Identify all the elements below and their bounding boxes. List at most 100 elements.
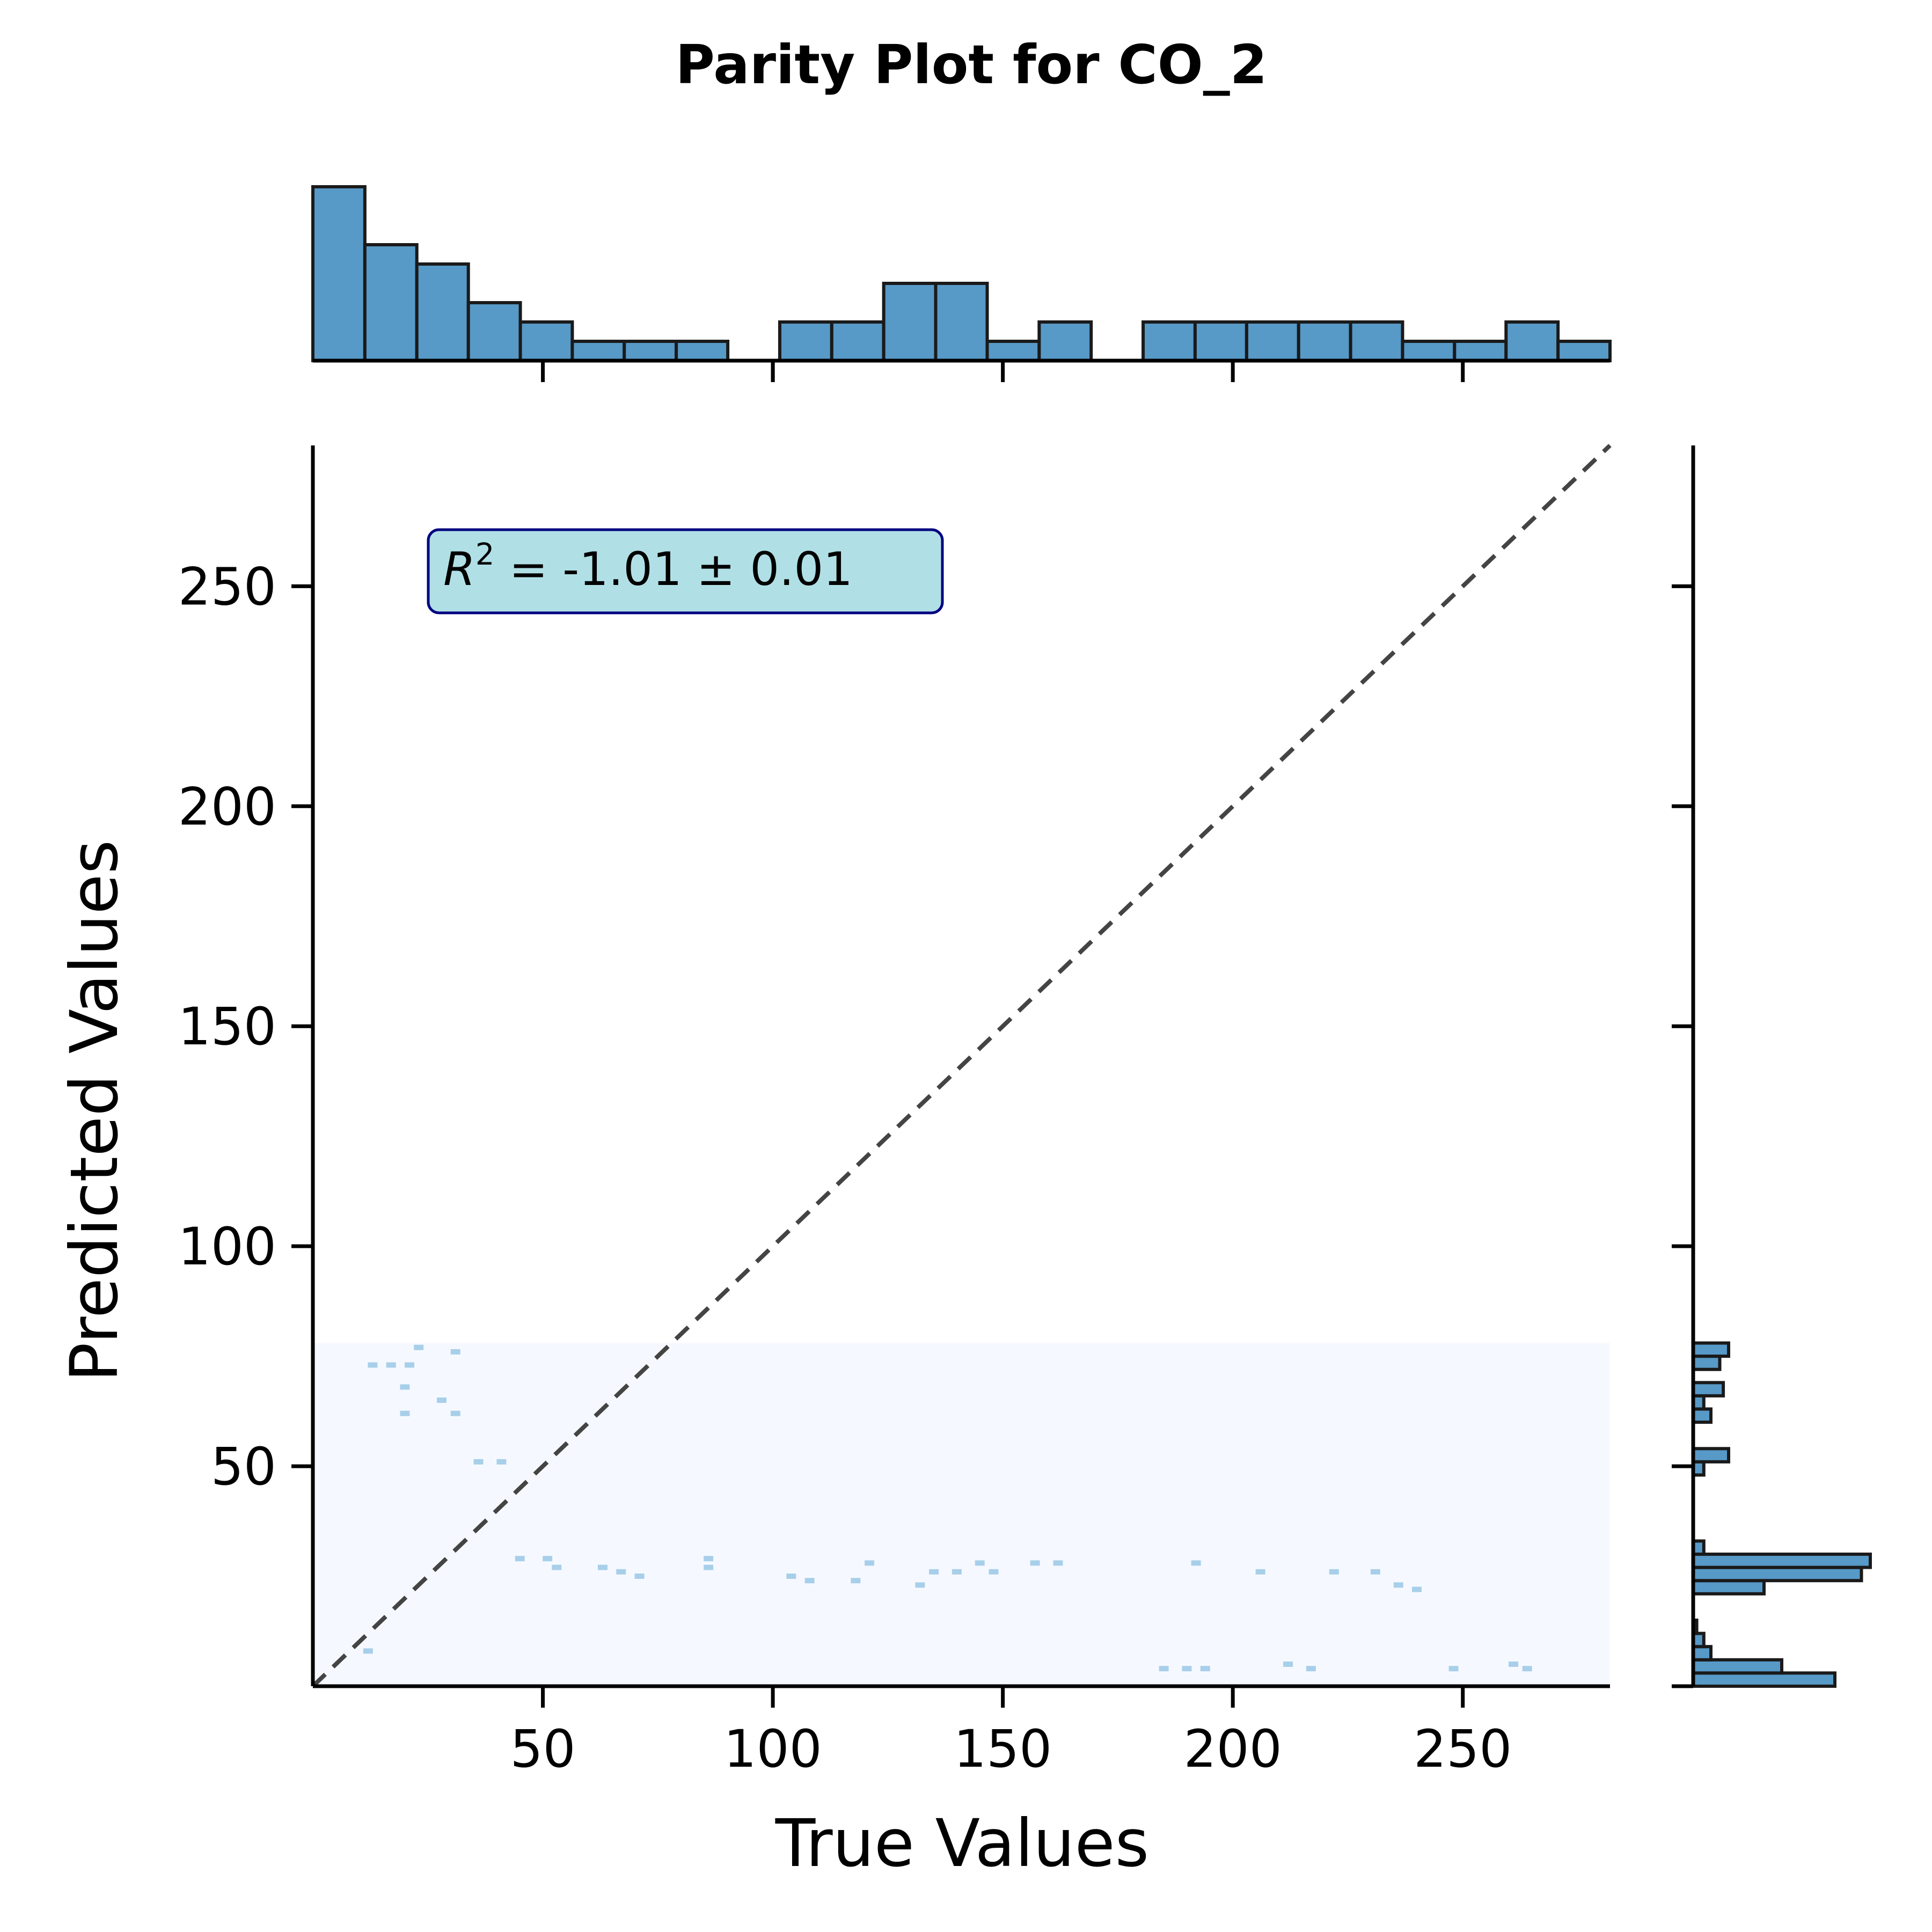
- data-point: [1370, 1569, 1380, 1575]
- x-histogram-bar: [363, 243, 419, 362]
- y-tick-label: 200: [178, 777, 276, 837]
- y-tick-label: 50: [211, 1437, 276, 1497]
- y-histogram-bar: [1692, 1381, 1725, 1397]
- y-histogram-bar: [1692, 1447, 1730, 1463]
- y-histogram-bar: [1692, 1671, 1836, 1688]
- y-histogram-bar: [1692, 1658, 1783, 1675]
- x-histogram-bar: [415, 262, 470, 362]
- data-point: [952, 1569, 962, 1575]
- data-point: [1159, 1666, 1169, 1672]
- x-histogram-bar: [830, 320, 885, 362]
- data-point: [515, 1556, 525, 1562]
- data-points: [363, 1344, 1532, 1672]
- x-histogram-bar: [518, 320, 574, 362]
- data-point: [915, 1582, 925, 1588]
- data-point: [1182, 1666, 1192, 1672]
- x-tick-label: 200: [1184, 1719, 1282, 1779]
- x-tick-label: 100: [723, 1719, 822, 1779]
- data-point: [804, 1578, 815, 1584]
- data-point: [1191, 1560, 1201, 1566]
- parity-line: [311, 444, 1612, 1688]
- x-tick-label: 250: [1414, 1719, 1512, 1779]
- data-point: [989, 1569, 999, 1575]
- x-histogram-bar: [311, 185, 367, 362]
- data-point: [436, 1397, 447, 1403]
- chart-title: Parity Plot for CO_2: [676, 33, 1268, 96]
- x-histogram-bar: [882, 282, 938, 362]
- annotation-symbol: R: [443, 543, 475, 596]
- x-histogram-bar: [1245, 320, 1300, 362]
- data-point: [616, 1569, 626, 1575]
- x-histogram-bar: [778, 320, 833, 362]
- data-point: [363, 1648, 373, 1654]
- data-point: [1200, 1666, 1210, 1672]
- data-point: [473, 1459, 484, 1465]
- data-point: [404, 1362, 414, 1368]
- x-histogram-bar: [570, 340, 626, 362]
- data-point: [1283, 1662, 1293, 1667]
- x-histogram-bar: [1297, 320, 1352, 362]
- x-histogram-bar: [1504, 320, 1560, 362]
- data-point: [386, 1362, 396, 1368]
- data-point: [1329, 1569, 1339, 1575]
- x-histogram-bar: [985, 340, 1041, 362]
- main-axes: [311, 445, 1610, 1688]
- y-histogram-bar: [1692, 1553, 1872, 1569]
- y-tick-label: 250: [178, 557, 276, 617]
- data-point: [552, 1564, 562, 1570]
- x-tick-label: 50: [510, 1719, 575, 1779]
- y-histogram-bar: [1692, 1645, 1713, 1662]
- x-tick-label: 150: [954, 1719, 1052, 1779]
- data-point: [1030, 1560, 1040, 1566]
- x-axis-ticks: 50 100 150 200 250: [510, 1686, 1512, 1779]
- x-histogram-bar: [1141, 320, 1197, 362]
- hexbin-background: [313, 1343, 1610, 1686]
- data-point: [450, 1410, 460, 1416]
- data-point: [597, 1564, 608, 1570]
- data-point: [865, 1560, 875, 1566]
- y-axis-ticks: 50 100 150 200 250: [178, 557, 313, 1497]
- x-histogram-bar: [1193, 320, 1248, 362]
- x-histogram-bar: [675, 340, 730, 362]
- data-point: [496, 1459, 507, 1465]
- data-point: [1448, 1666, 1459, 1672]
- x-histogram-bar: [1453, 340, 1508, 362]
- data-point: [1412, 1586, 1422, 1592]
- data-point: [1522, 1666, 1532, 1672]
- y-histogram-bar: [1692, 1355, 1722, 1371]
- annotation-box: [427, 528, 944, 614]
- data-point: [851, 1578, 861, 1584]
- x-axis-label: True Values: [775, 1805, 1150, 1882]
- y-histogram-bar: [1692, 1341, 1730, 1358]
- x-marginal-histogram: [311, 185, 1612, 362]
- data-point: [975, 1560, 985, 1566]
- x-marginal-axis: [313, 358, 1610, 382]
- data-point: [414, 1344, 424, 1350]
- data-point: [543, 1556, 553, 1562]
- data-point: [1509, 1662, 1519, 1667]
- data-point: [786, 1574, 796, 1579]
- data-point: [1393, 1582, 1403, 1588]
- annotation-text: R2 = -1.01 ± 0.01: [443, 537, 853, 596]
- y-marginal-histogram: [1692, 1341, 1872, 1688]
- data-point: [1053, 1560, 1063, 1566]
- annotation-superscript: 2: [475, 537, 495, 572]
- data-point: [634, 1574, 645, 1579]
- x-histogram-bar: [623, 340, 678, 362]
- data-point: [1306, 1666, 1316, 1672]
- x-histogram-bar: [1037, 320, 1093, 362]
- data-point: [400, 1384, 410, 1390]
- x-histogram-bar: [1349, 320, 1404, 362]
- x-histogram-bar: [934, 282, 989, 362]
- y-histogram-bar: [1692, 1565, 1863, 1583]
- y-tick-label: 150: [178, 997, 276, 1057]
- data-point: [1255, 1569, 1265, 1575]
- data-point: [704, 1556, 714, 1562]
- x-histogram-bar: [466, 301, 522, 362]
- y-axis-label: Predicted Values: [56, 840, 133, 1382]
- x-histogram-bar: [1401, 340, 1457, 362]
- data-point: [400, 1410, 410, 1416]
- r-squared-annotation: R2 = -1.01 ± 0.01: [427, 528, 944, 614]
- annotation-value: = -1.01 ± 0.01: [494, 543, 852, 596]
